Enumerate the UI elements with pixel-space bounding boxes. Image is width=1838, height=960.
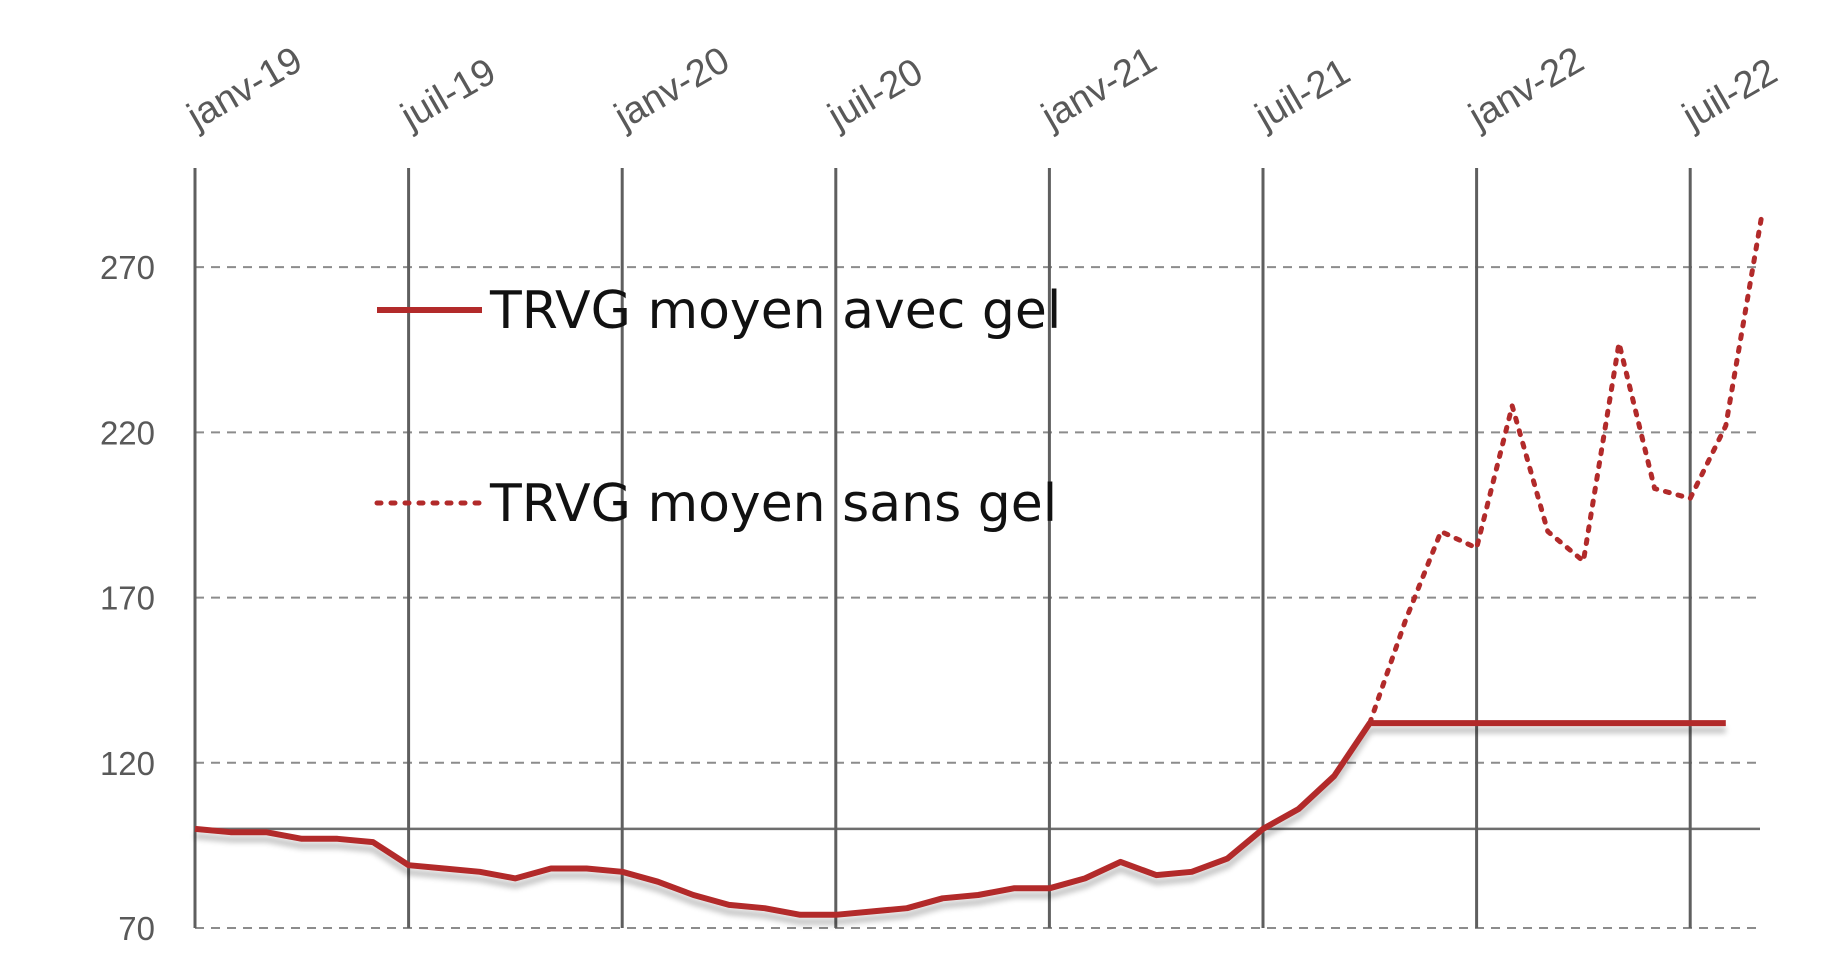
series-line-sans-gel <box>1367 215 1764 726</box>
x-tick-label: juil-20 <box>820 51 930 139</box>
grid <box>193 168 1760 929</box>
series-line-avec-gel <box>194 720 1726 918</box>
legend-label: TRVG moyen avec gel <box>489 281 1061 341</box>
x-tick-label: janv-22 <box>1461 39 1591 138</box>
legend: TRVG moyen avec gel TRVG moyen sans gel <box>374 281 1061 534</box>
x-tick-label: janv-21 <box>1034 39 1164 138</box>
x-tick-label: juil-21 <box>1248 51 1358 139</box>
y-tick-label: 70 <box>118 910 155 947</box>
y-tick-label: 170 <box>100 580 155 617</box>
y-tick-label: 220 <box>100 414 155 451</box>
y-tick-label: 270 <box>100 249 155 286</box>
x-tick-label: janv-19 <box>180 39 310 138</box>
series <box>194 215 1764 918</box>
x-tick-label: juil-19 <box>393 51 503 139</box>
legend-label: TRVG moyen sans gel <box>489 474 1057 534</box>
x-tick-label: juil-22 <box>1675 51 1785 139</box>
axes: 70 120 170 220 270 janv-19 juil-19 janv-20 juil-… <box>100 39 1785 947</box>
x-tick-label: janv-20 <box>607 39 737 138</box>
y-tick-label: 120 <box>100 745 155 782</box>
